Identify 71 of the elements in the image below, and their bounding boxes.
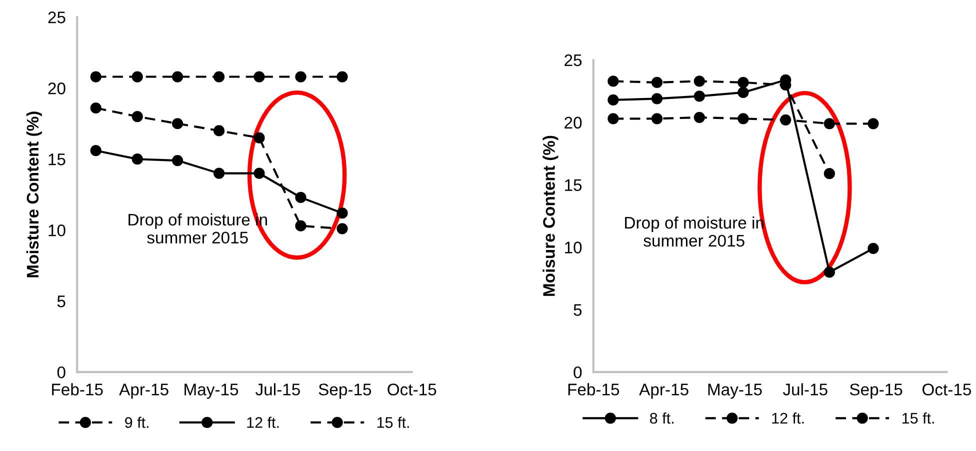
- point: [824, 168, 835, 180]
- point: [295, 71, 306, 82]
- point: [608, 94, 619, 106]
- y-tick-label: 10: [565, 242, 582, 254]
- point: [608, 113, 619, 124]
- point: [254, 71, 265, 82]
- y-tick-label: 20: [48, 82, 66, 94]
- legend-label: 15 ft.: [902, 412, 934, 424]
- point: [738, 113, 749, 124]
- x-tick-label: Jul-15: [782, 383, 828, 396]
- point: [172, 154, 184, 166]
- y-tick-label: 5: [574, 304, 582, 316]
- point: [172, 71, 184, 82]
- point: [132, 71, 143, 82]
- x-tick-label: Jul-15: [256, 383, 300, 396]
- point: [213, 168, 225, 179]
- x-tick-label: Oct-15: [388, 384, 436, 396]
- legend-label: 15 ft.: [377, 416, 409, 428]
- y-axis-title: Moisture Content (%): [26, 112, 42, 278]
- point: [213, 71, 225, 82]
- point: [90, 145, 102, 156]
- point: [694, 112, 705, 123]
- y-tick-label: 10: [48, 224, 66, 236]
- point: [694, 90, 705, 102]
- point: [694, 76, 705, 87]
- point: [738, 86, 749, 98]
- point: [651, 93, 663, 104]
- y-axis-title: Moisure Content (%): [542, 136, 558, 296]
- point: [295, 220, 306, 232]
- legend-label: 12 ft.: [772, 412, 804, 424]
- point: [651, 113, 663, 124]
- x-tick-label: Apr-15: [119, 384, 168, 399]
- legend-label: 9 ft.: [125, 416, 148, 428]
- point: [608, 76, 619, 87]
- point: [90, 71, 102, 82]
- point: [132, 110, 143, 122]
- x-tick-label: May-15: [708, 384, 762, 399]
- x-tick-label: Oct-15: [922, 384, 972, 396]
- y-tick-label: 0: [574, 366, 582, 378]
- point: [868, 118, 879, 130]
- point: [295, 192, 306, 203]
- point: [780, 114, 792, 126]
- x-tick-label: Feb-15: [568, 383, 620, 396]
- x-tick-label: Apr-15: [639, 384, 688, 399]
- point: [90, 102, 102, 114]
- y-tick-label: 5: [57, 296, 66, 308]
- point: [738, 76, 749, 88]
- point: [132, 154, 143, 165]
- point: [254, 168, 265, 179]
- legend-label: 12 ft.: [247, 416, 279, 428]
- point: [336, 208, 348, 219]
- point: [254, 132, 265, 144]
- y-tick-label: 25: [48, 12, 66, 24]
- point: [824, 118, 835, 130]
- point: [868, 242, 879, 254]
- legend-label: 8 ft.: [650, 412, 674, 424]
- point: [172, 118, 184, 130]
- x-tick-label: May-15: [184, 384, 238, 399]
- point: [824, 266, 835, 278]
- point: [336, 223, 348, 234]
- x-tick-label: Feb-15: [52, 383, 103, 396]
- point: [651, 76, 663, 88]
- y-tick-label: 15: [48, 154, 66, 166]
- point: [213, 125, 225, 136]
- x-tick-label: Sep-15: [850, 384, 902, 399]
- point: [336, 71, 348, 82]
- y-tick-label: 0: [57, 366, 66, 378]
- x-tick-label: Sep-15: [318, 384, 372, 399]
- y-tick-label: 20: [564, 116, 582, 129]
- y-tick-label: 15: [565, 179, 582, 192]
- y-tick-label: 25: [564, 54, 582, 66]
